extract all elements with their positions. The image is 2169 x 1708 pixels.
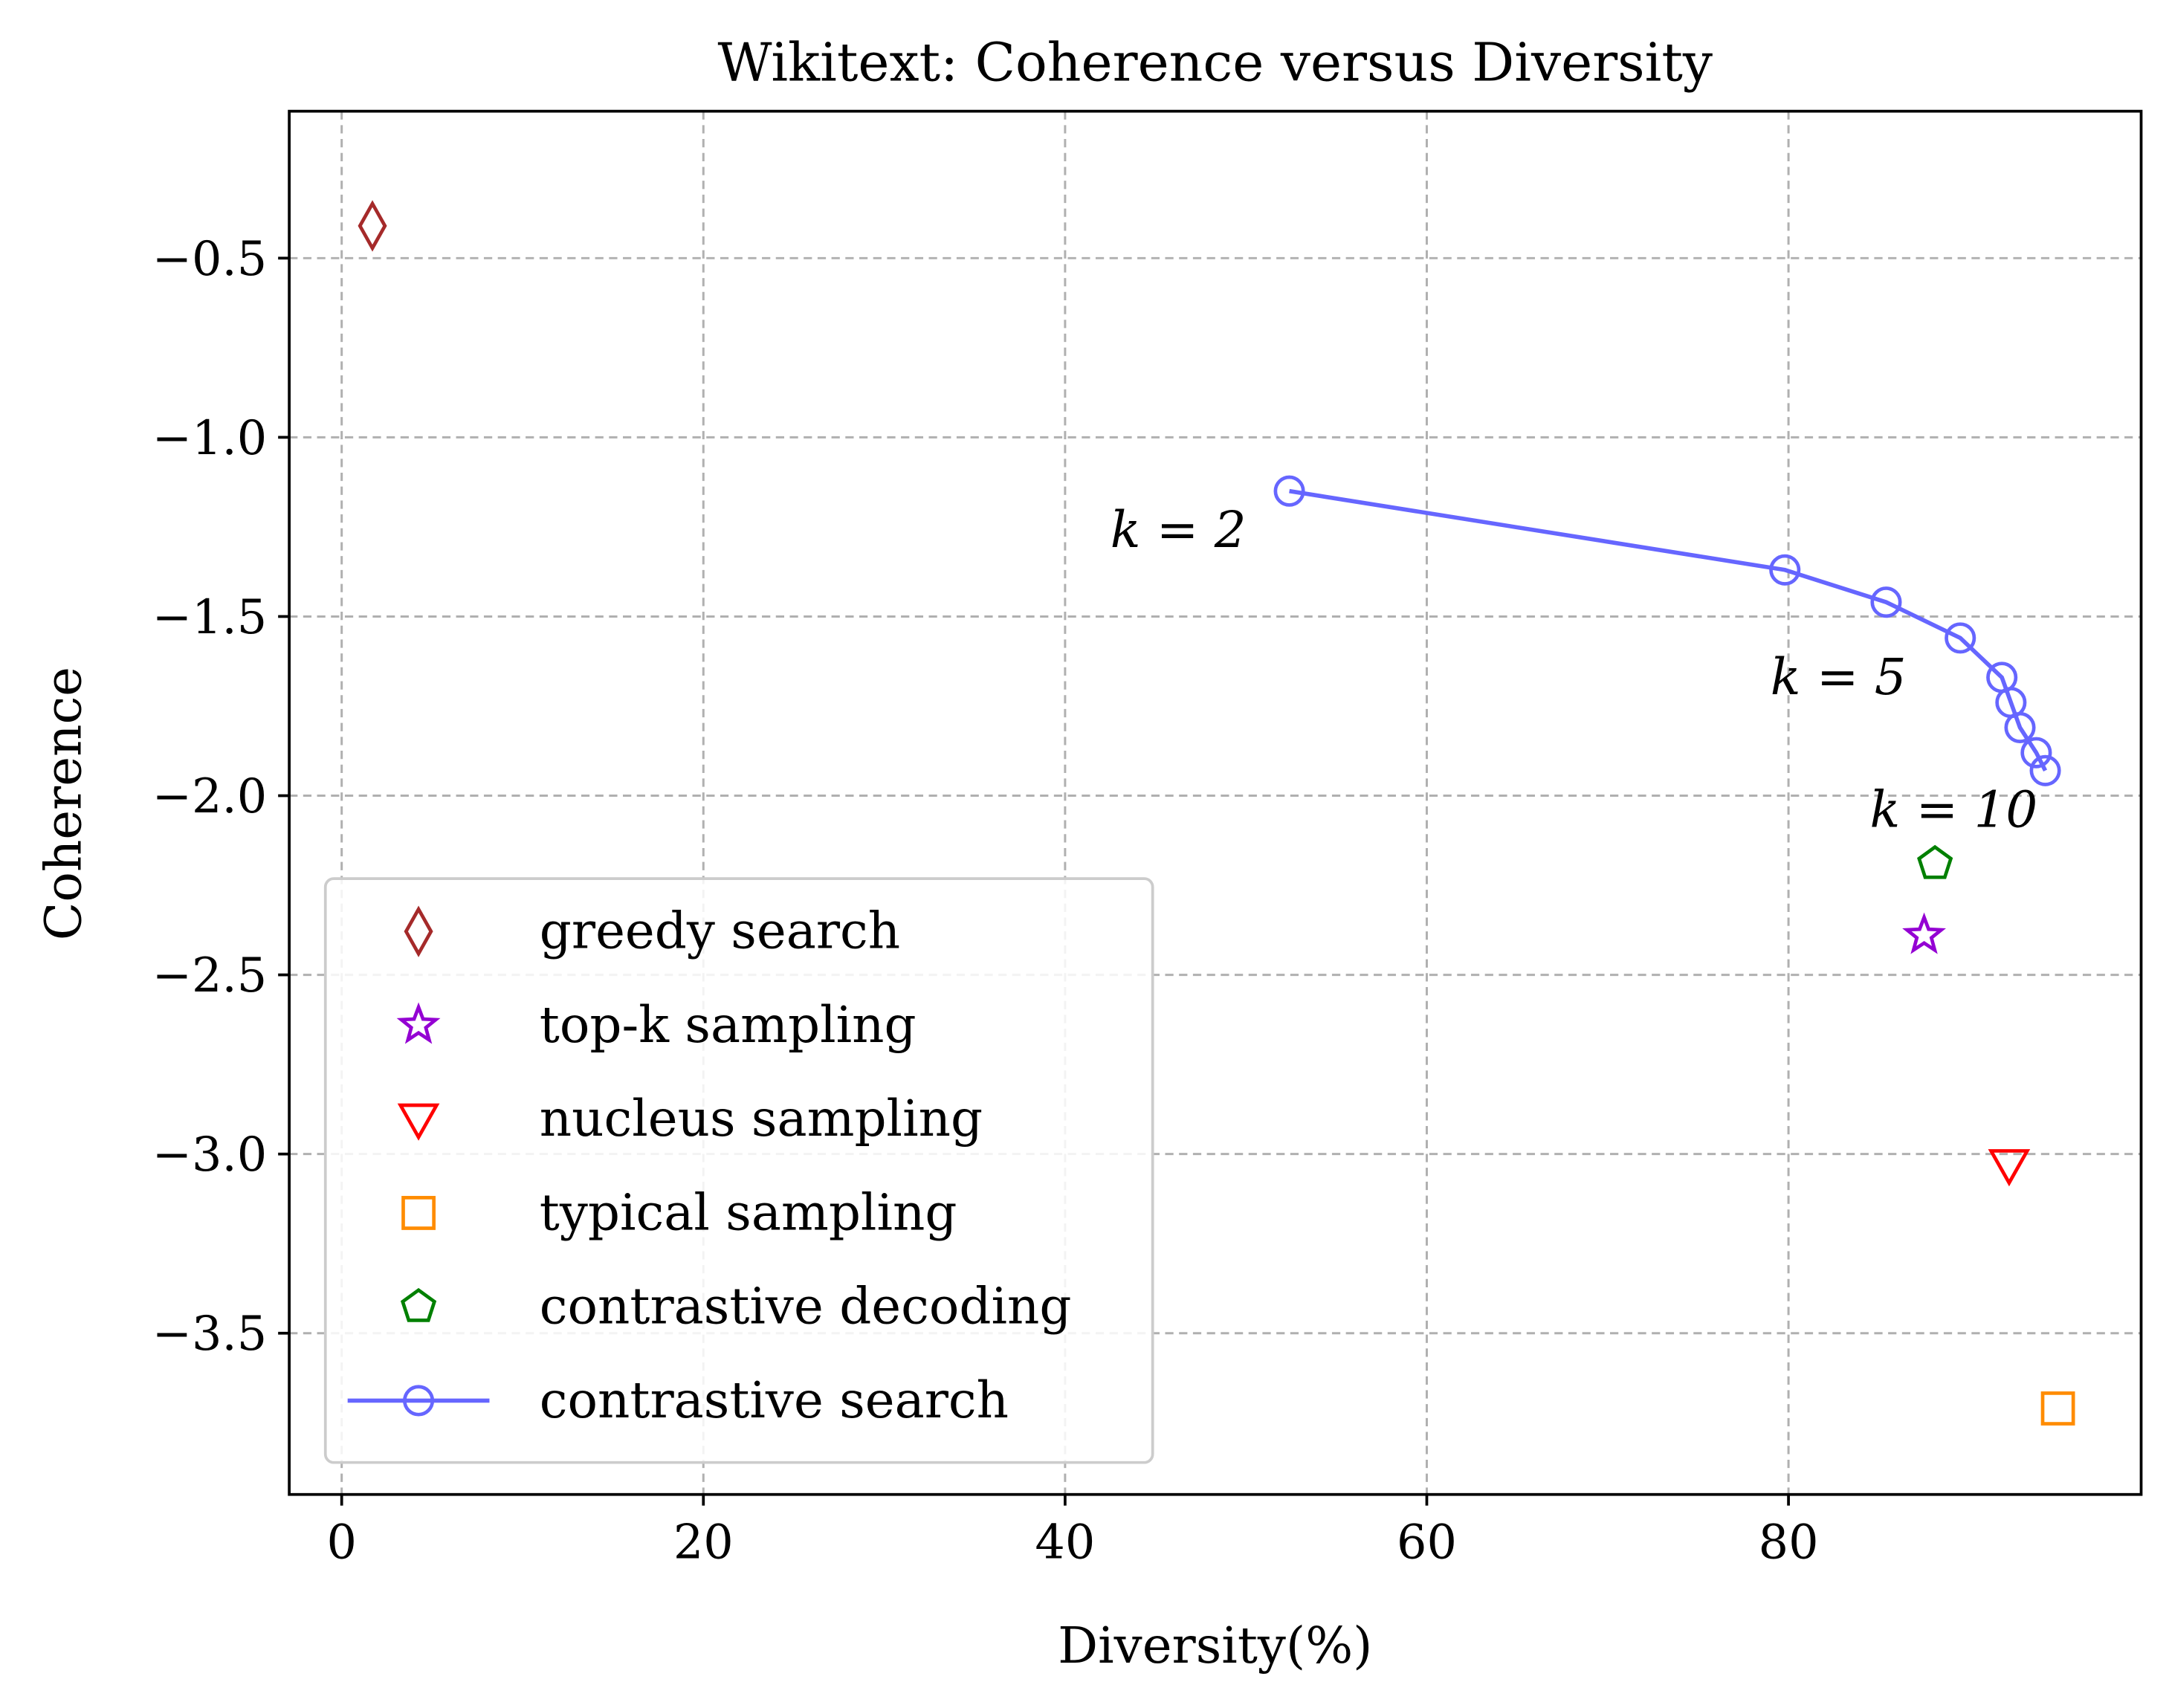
- legend-label: contrastive decoding: [540, 1278, 1072, 1336]
- contrastive-search-point: [2020, 737, 2052, 769]
- y-tick-label: −2.5: [152, 948, 267, 1003]
- contrastive-search-point: [2029, 754, 2061, 786]
- y-tick-label: −2.0: [152, 769, 267, 824]
- y-tick-label: −3.0: [152, 1127, 267, 1182]
- legend-marker: [397, 1103, 440, 1141]
- annotation-label: k = 10: [1870, 780, 2038, 838]
- x-tick-label: 20: [673, 1515, 734, 1570]
- chart-title: Wikitext: Coherence versus Diversity: [718, 31, 1713, 93]
- greedy-search-point: [358, 200, 387, 252]
- contrastive-search-point: [2004, 711, 2036, 743]
- contrastive-search-point: [1945, 622, 1976, 654]
- x-tick-label: 80: [1759, 1515, 1819, 1570]
- y-tick-label: −1.0: [152, 410, 267, 465]
- legend: greedy search top-k sampling nucleus sampl…: [323, 877, 1154, 1464]
- x-axis-label: Diversity(%): [1058, 1617, 1372, 1675]
- legend-label: greedy search: [540, 902, 900, 960]
- typical-sampling-point: [2040, 1391, 2075, 1426]
- y-tick-label: −3.5: [152, 1306, 267, 1361]
- legend-box: [323, 877, 1154, 1464]
- y-axis-label: Coherence: [35, 667, 93, 940]
- legend-label: nucleus sampling: [540, 1090, 983, 1148]
- contrastive-search-point: [1769, 554, 1801, 586]
- top-k-sampling-point: [1902, 912, 1946, 954]
- legend-label: typical sampling: [540, 1183, 957, 1241]
- annotation-label: k = 5: [1771, 648, 1907, 706]
- legend-label: contrastive search: [540, 1371, 1009, 1429]
- legend-label: top-k sampling: [540, 996, 917, 1054]
- y-tick-label: −0.5: [152, 231, 267, 286]
- legend-marker: [404, 905, 433, 957]
- legend-marker: [403, 1385, 435, 1417]
- legend-marker: [401, 1196, 436, 1230]
- legend-marker: [400, 1287, 437, 1322]
- x-tick-label: 40: [1035, 1515, 1095, 1570]
- x-tick-label: 60: [1397, 1515, 1457, 1570]
- contrastive-search-point: [1870, 586, 1902, 618]
- contrastive-search-line: [1289, 488, 2048, 772]
- plot-frame: [288, 109, 2143, 1496]
- contrastive-search-point: [1273, 475, 1305, 507]
- legend-marker: [396, 1002, 441, 1044]
- y-tick-label: −1.5: [152, 589, 267, 644]
- x-tick-label: 0: [326, 1515, 356, 1570]
- contrastive-decoding-point: [1917, 844, 1953, 879]
- annotation-label: k = 2: [1111, 501, 1247, 559]
- nucleus-sampling-point: [1988, 1149, 2031, 1187]
